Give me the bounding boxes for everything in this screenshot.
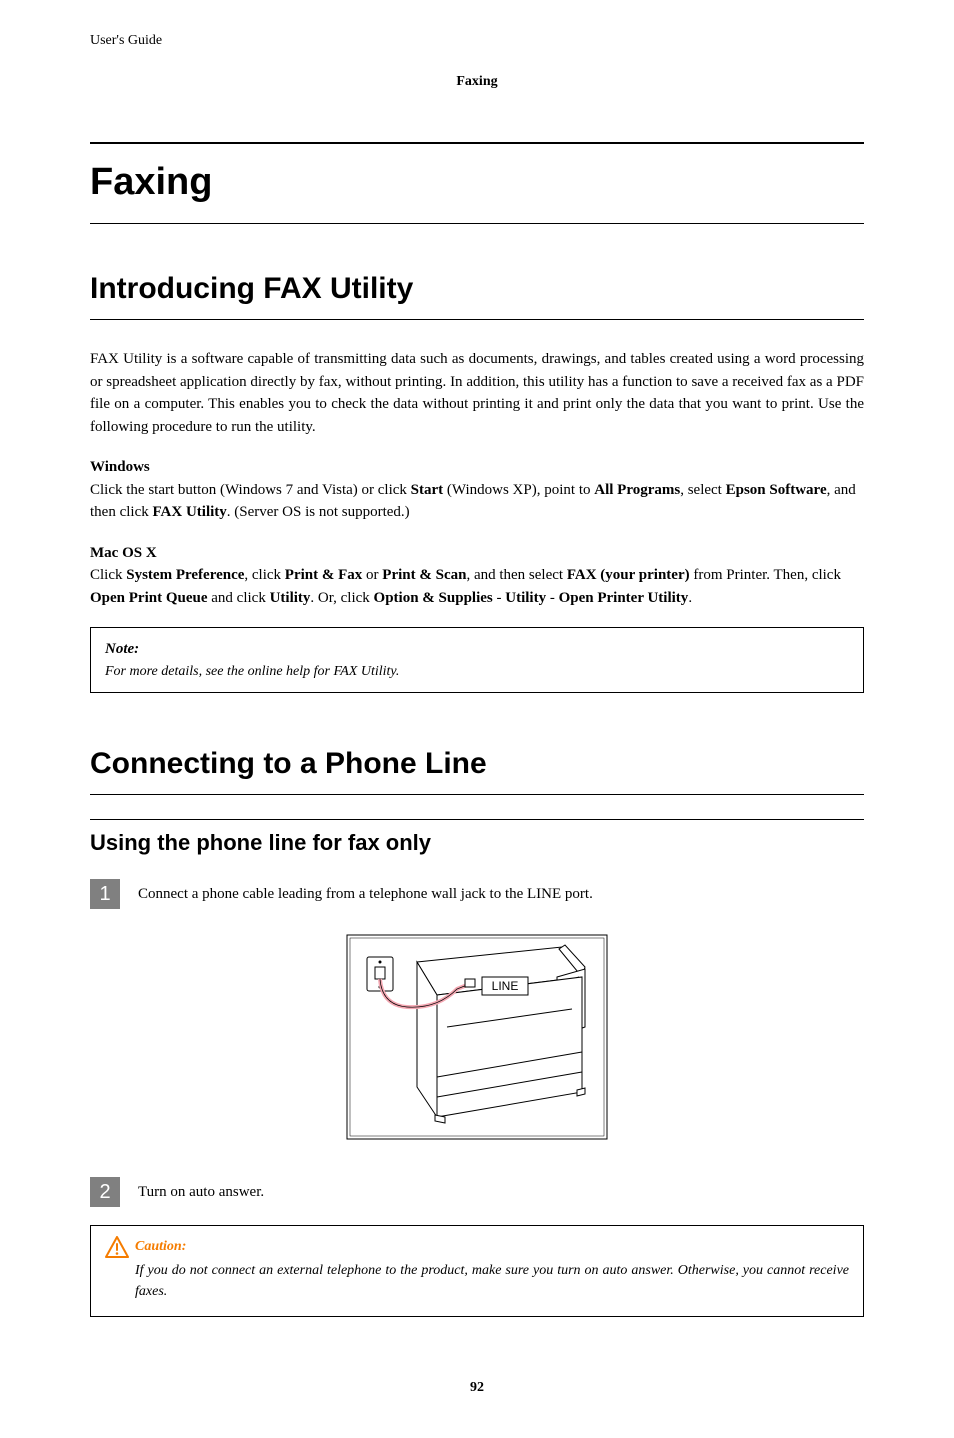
heading-connecting: Connecting to a Phone Line — [90, 741, 864, 795]
text-bold: Start — [411, 482, 444, 498]
step-1: 1 Connect a phone cable leading from a t… — [90, 879, 864, 909]
text-fragment: (Windows XP), point to — [443, 482, 594, 498]
text-fragment: and click — [208, 590, 270, 606]
page-number: 92 — [90, 1377, 864, 1398]
header-guide-label: User's Guide — [90, 30, 864, 51]
heading-phone-line: Using the phone line for fax only — [90, 819, 864, 859]
text-bold: Print & Fax — [285, 567, 362, 583]
intro-paragraph: FAX Utility is a software capable of tra… — [90, 348, 864, 438]
macosx-label: Mac OS X — [90, 542, 864, 565]
note-label: Note: — [105, 638, 849, 661]
text-bold: Epson Software — [726, 482, 827, 498]
page-title: Faxing — [90, 142, 864, 224]
text-bold: All Programs — [594, 482, 680, 498]
text-fragment: . (Server OS is not supported.) — [227, 504, 410, 520]
text-bold: Utility — [270, 590, 311, 606]
text-fragment: or — [362, 567, 382, 583]
text-bold: Utility — [505, 590, 546, 606]
text-bold: Print & Scan — [382, 567, 466, 583]
header-section-label: Faxing — [90, 71, 864, 92]
caution-text: If you do not connect an external teleph… — [135, 1260, 849, 1302]
text-bold: FAX Utility — [152, 504, 226, 520]
text-fragment: - — [546, 590, 559, 606]
text-fragment: , select — [680, 482, 725, 498]
caution-box: Caution: If you do not connect an extern… — [90, 1225, 864, 1317]
windows-instructions: Click the start button (Windows 7 and Vi… — [90, 479, 864, 524]
text-fragment: . — [688, 590, 692, 606]
windows-label: Windows — [90, 456, 864, 479]
text-fragment: , click — [244, 567, 284, 583]
printer-line-figure: LINE — [90, 927, 864, 1147]
step-1-text: Connect a phone cable leading from a tel… — [138, 879, 864, 906]
step-number-badge: 1 — [90, 879, 120, 909]
text-fragment: , and then select — [466, 567, 566, 583]
caution-label: Caution: — [135, 1236, 186, 1257]
macosx-instructions: Click System Preference, click Print & F… — [90, 564, 864, 609]
text-fragment: Click — [90, 567, 126, 583]
step-2: 2 Turn on auto answer. — [90, 1177, 864, 1207]
caution-header: Caution: — [105, 1236, 849, 1258]
printer-diagram-svg: LINE — [327, 927, 627, 1147]
text-bold: System Preference — [126, 567, 244, 583]
step-number-badge: 2 — [90, 1177, 120, 1207]
text-bold: FAX (your printer) — [567, 567, 690, 583]
text-bold: Open Print Queue — [90, 590, 208, 606]
note-text: For more details, see the online help fo… — [105, 661, 849, 682]
heading-introducing: Introducing FAX Utility — [90, 266, 864, 320]
text-bold: Option & Supplies — [374, 590, 493, 606]
text-fragment: from Printer. Then, click — [690, 567, 841, 583]
warning-icon — [105, 1236, 129, 1258]
text-fragment: . Or, click — [310, 590, 373, 606]
text-fragment: - — [493, 590, 506, 606]
text-bold: Open Printer Utility — [559, 590, 689, 606]
text-fragment: Click the start button (Windows 7 and Vi… — [90, 482, 411, 498]
step-2-text: Turn on auto answer. — [138, 1177, 864, 1204]
note-box: Note: For more details, see the online h… — [90, 627, 864, 693]
line-port-label: LINE — [492, 979, 519, 993]
